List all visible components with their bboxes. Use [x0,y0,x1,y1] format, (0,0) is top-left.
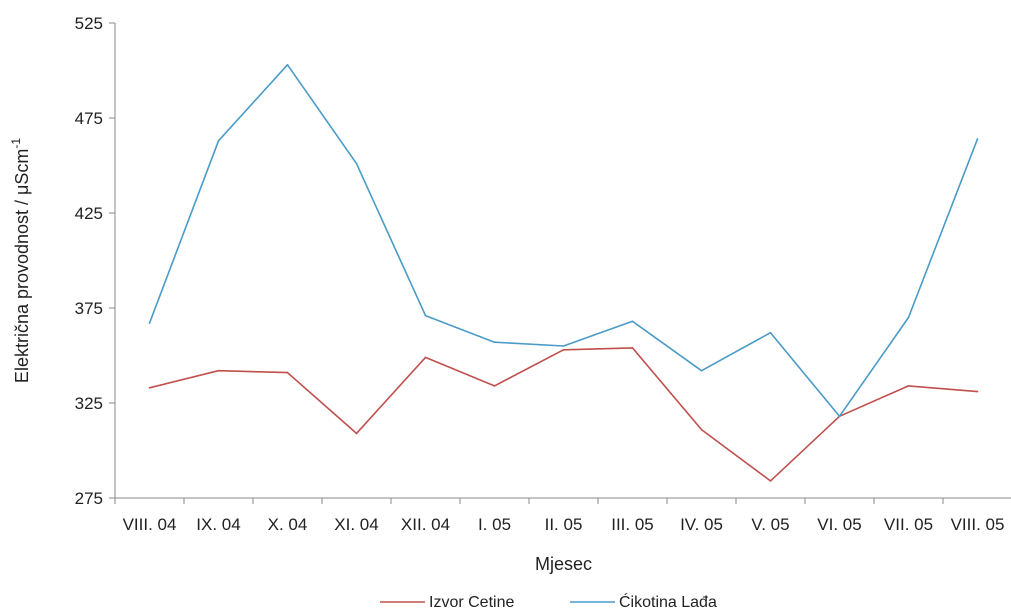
x-tick-label: XII. 04 [401,515,450,534]
legend-label: Ćikotina Lađa [619,592,717,611]
data-point [631,347,634,349]
x-tick-label: V. 05 [751,515,789,534]
axes [114,23,1011,499]
series-line-1 [149,347,978,482]
data-point [700,369,703,372]
x-ticks: VIII. 04 IX. 04 X. 04 XI. 04 XII. 04 I. 05 II.… [114,498,1005,534]
legend-label: Izvor Cetine [429,594,514,611]
data-point [424,356,427,359]
y-tick-label: 475 [75,109,103,128]
y-axis-title-superscript: -1 [9,138,23,149]
y-tick-label: 275 [75,489,103,508]
x-tick-label: VI. 05 [817,515,861,534]
data-point [907,385,910,387]
y-tick-label: 325 [75,394,103,413]
y-tick-label: 525 [75,14,103,33]
data-point [355,162,358,165]
data-point [355,432,358,435]
data-point [148,387,151,389]
y-tick-label: 375 [75,299,103,318]
data-point [424,314,427,317]
data-point [148,322,151,325]
data-point [838,415,841,418]
data-point [769,331,772,334]
data-point [493,385,496,387]
x-tick-label: III. 05 [611,515,654,534]
x-axis-title: Mjesec [535,554,592,574]
data-point [769,480,772,482]
x-tick-label: VIII. 04 [123,515,177,534]
data-point [493,341,496,344]
x-tick-label: XI. 04 [334,515,378,534]
x-tick-label: IX. 04 [196,515,240,534]
data-point [286,64,289,66]
x-tick-label: II. 05 [545,515,583,534]
y-ticks: 275 325 375 425 475 525 [75,14,115,508]
x-tick-label: VIII. 05 [951,515,1005,534]
data-point [976,138,979,140]
data-point [562,349,565,351]
y-axis-title: Električna provodnost / μScm-1 [9,138,32,383]
x-tick-label: IV. 05 [680,515,723,534]
data-point [286,371,289,374]
series-line-2 [148,64,979,418]
data-point [976,390,979,393]
x-tick-label: VII. 05 [884,515,933,534]
data-point [907,316,910,319]
y-tick-label: 425 [75,204,103,223]
data-point [217,369,220,372]
x-tick-label: X. 04 [268,515,308,534]
legend: Izvor Cetine Ćikotina Lađa [380,592,717,611]
x-tick-label: I. 05 [478,515,511,534]
data-point [562,345,565,347]
data-point [631,320,634,323]
data-point [217,140,220,142]
series-layer [148,64,979,482]
data-point [700,428,703,431]
